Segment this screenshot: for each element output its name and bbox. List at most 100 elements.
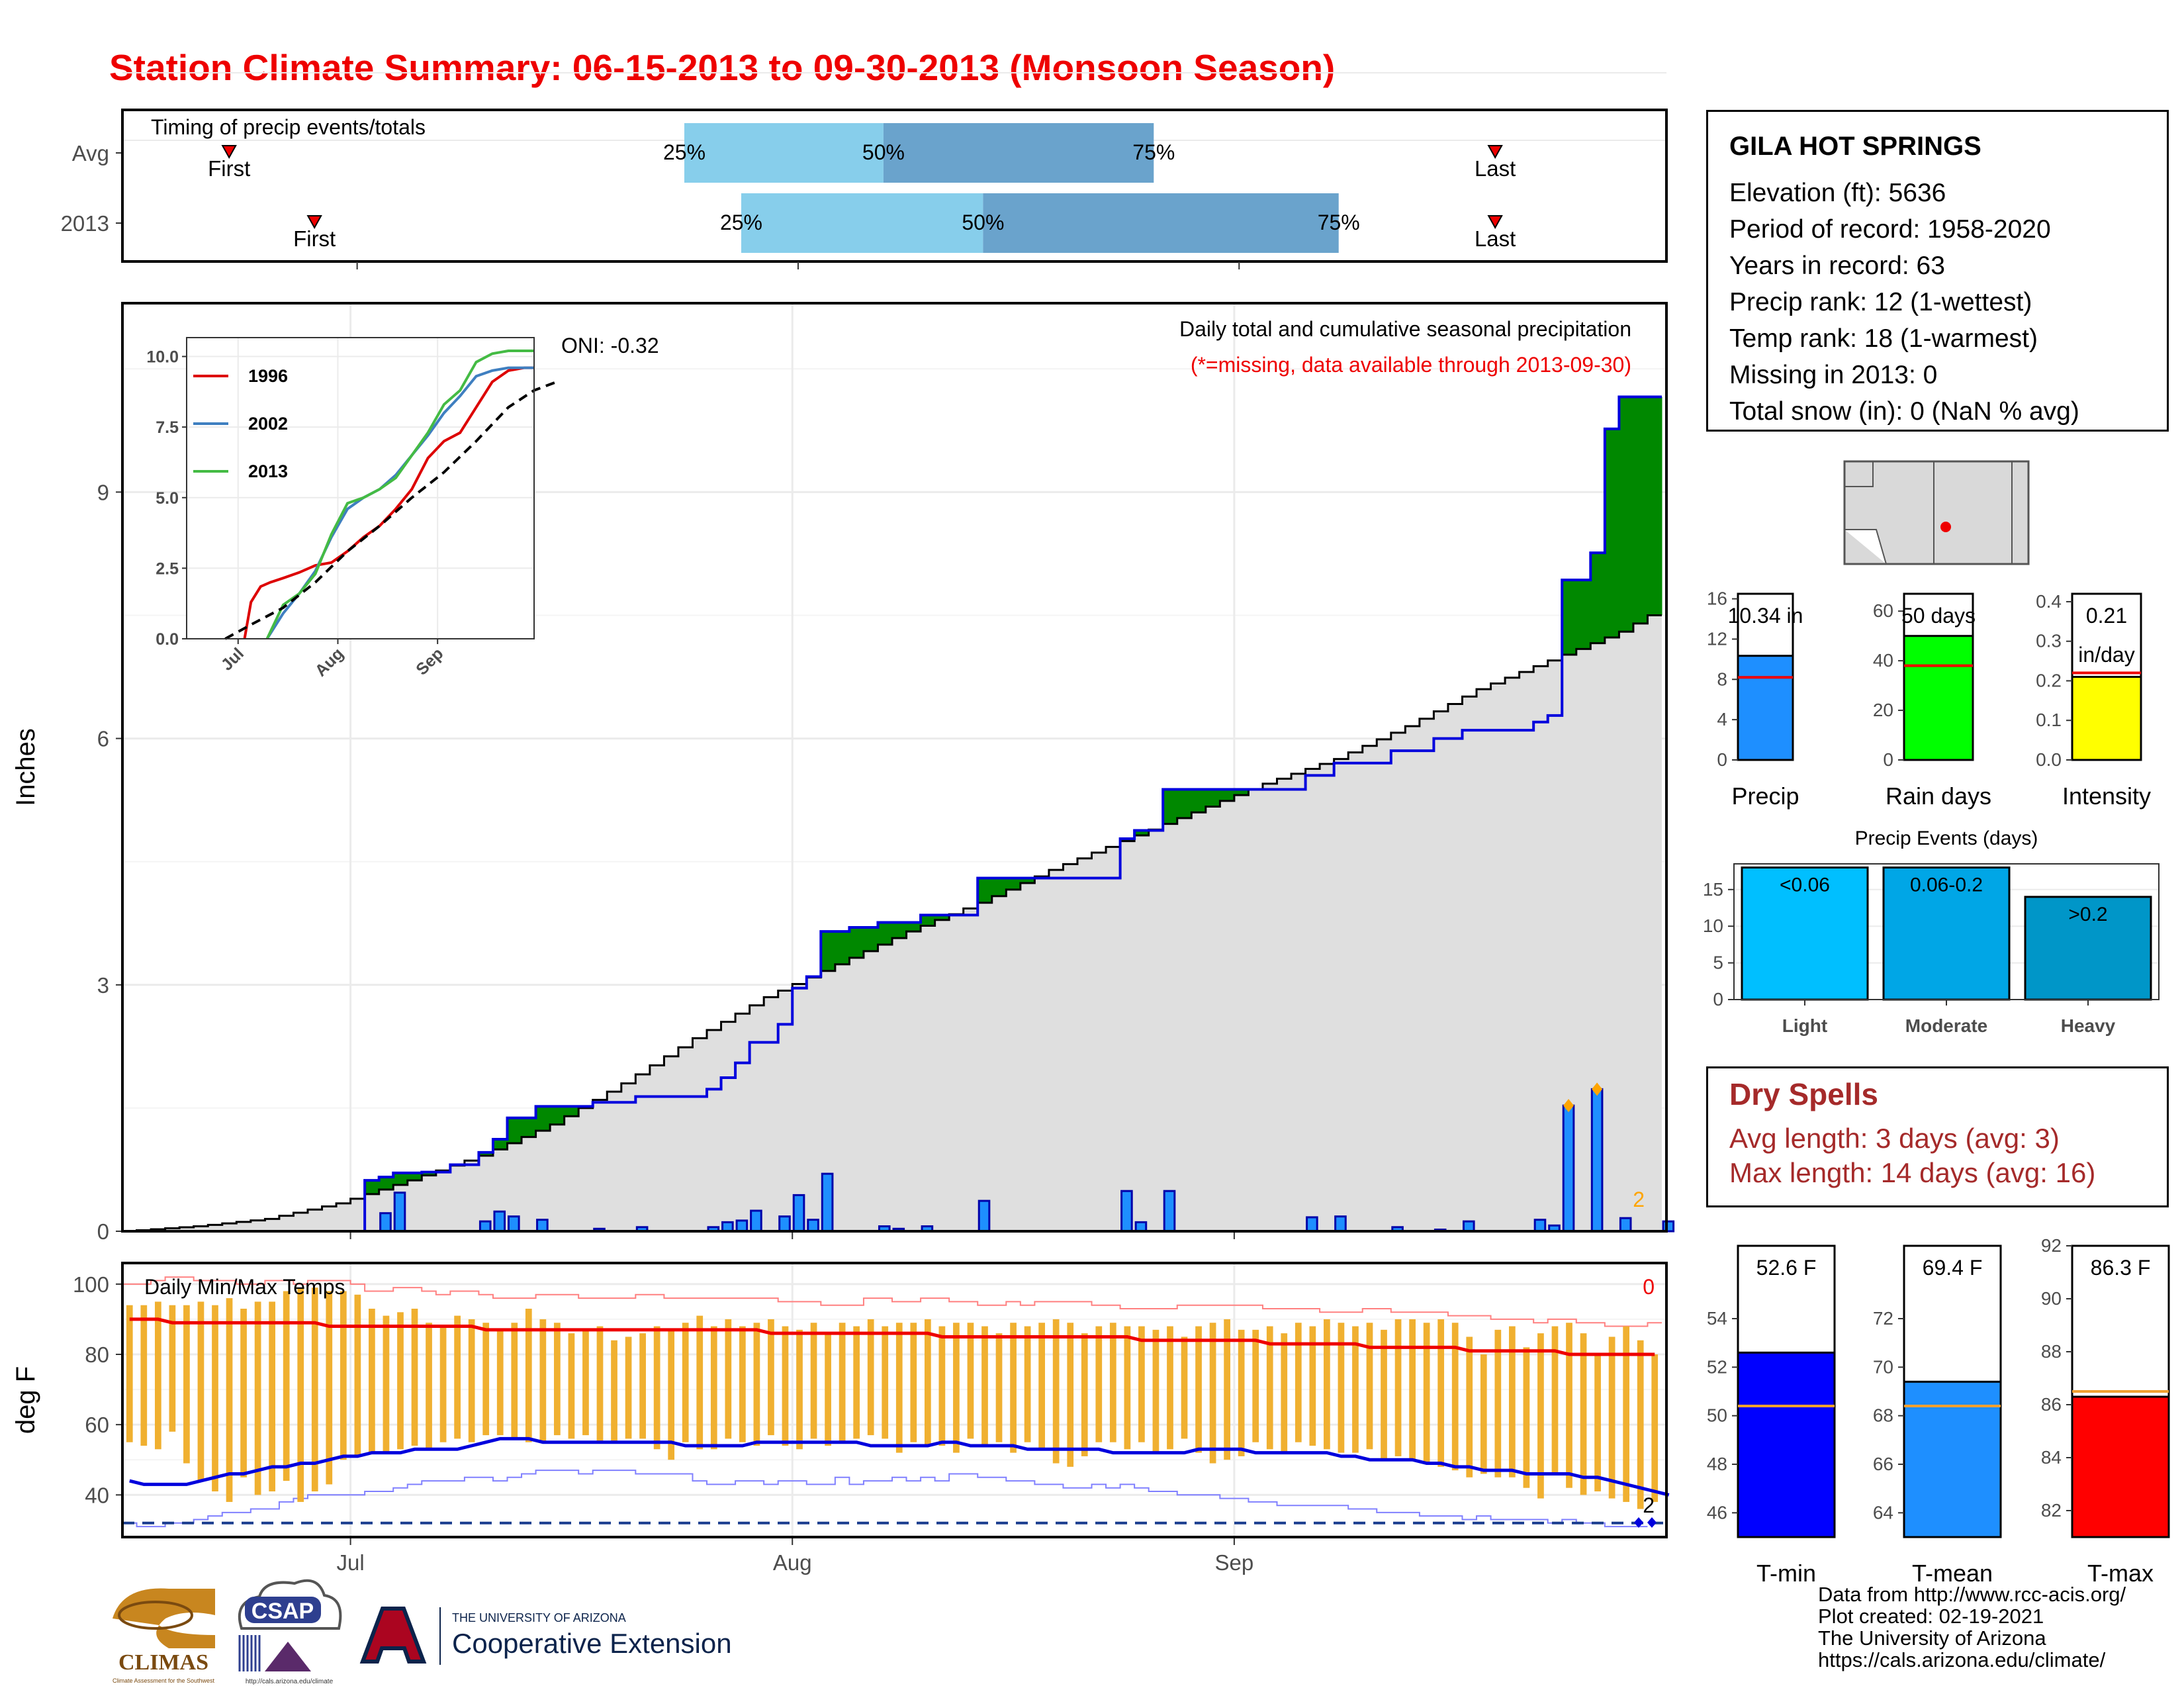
timing-category-label: Avg bbox=[72, 141, 109, 165]
summary-ytick-label: 92 bbox=[2041, 1235, 2062, 1256]
quartile-bar-lower bbox=[684, 123, 884, 183]
daily-temp-bar bbox=[582, 1329, 589, 1436]
quartile-label: 25% bbox=[720, 211, 762, 234]
daily-temp-bar bbox=[910, 1323, 917, 1442]
events-ytick-label: 10 bbox=[1703, 915, 1723, 936]
map-state-border bbox=[1844, 461, 1874, 487]
dry-spells-box: Dry Spells Avg length: 3 days (avg: 3) M… bbox=[1706, 1066, 2169, 1207]
daily-precip-bar bbox=[1462, 1220, 1475, 1233]
above-average-fill bbox=[1020, 878, 1035, 883]
missing-temp-marker bbox=[1647, 1517, 1657, 1528]
summary-ytick-label: 50 bbox=[1707, 1405, 1727, 1426]
daily-precip-bar bbox=[821, 1172, 834, 1233]
daily-temp-bar bbox=[1252, 1329, 1259, 1442]
above-average-fill bbox=[849, 927, 864, 958]
daily-max-marker bbox=[1592, 1082, 1603, 1096]
above-average-fill bbox=[1134, 830, 1150, 835]
summary-ytick-label: 86 bbox=[2041, 1394, 2062, 1415]
average-cumulative-line bbox=[122, 614, 1662, 1233]
daily-temp-bar bbox=[753, 1323, 760, 1446]
above-average-fill bbox=[1220, 789, 1235, 801]
daily-temp-bar bbox=[383, 1315, 390, 1453]
daily-temp-bar bbox=[1152, 1329, 1160, 1453]
daily-precip-bar bbox=[978, 1199, 991, 1233]
inset-ytick-label: 0.0 bbox=[156, 630, 179, 649]
precip-ytick-label: 6 bbox=[97, 727, 109, 751]
daily-temp-bar bbox=[1095, 1326, 1103, 1442]
inset-legend-label: 2013 bbox=[248, 461, 288, 481]
summary-ytick-label: 84 bbox=[2041, 1447, 2062, 1468]
dry-spells-max: Max length: 14 days (avg: 16) bbox=[1729, 1157, 2096, 1188]
daily-temp-bar bbox=[1551, 1326, 1559, 1474]
daily-precip-bar bbox=[508, 1215, 520, 1233]
daily-temp-bar bbox=[197, 1301, 205, 1481]
daily-temp-bar bbox=[1224, 1319, 1230, 1460]
events-panel-border bbox=[1733, 863, 2160, 1000]
summary-ytick-label: 54 bbox=[1707, 1308, 1727, 1329]
daily-temp-bar bbox=[169, 1305, 176, 1432]
inset-panel-bg bbox=[187, 338, 534, 639]
climas-logo-text: CLIMAS bbox=[118, 1650, 208, 1675]
above-average-fill bbox=[1604, 428, 1619, 637]
events-chart-title: Precip Events (days) bbox=[1855, 827, 2038, 849]
daily-temp-bar bbox=[568, 1333, 575, 1439]
daily-temp-bar bbox=[511, 1323, 518, 1439]
daily-temp-bar bbox=[710, 1326, 717, 1450]
daily-temp-bar bbox=[725, 1319, 732, 1439]
daily-temp-bar bbox=[882, 1326, 889, 1439]
station-missing: Missing in 2013: 0 bbox=[1729, 361, 1938, 389]
temp-ytick-label: 40 bbox=[85, 1483, 109, 1507]
daily-temp-bar bbox=[1366, 1323, 1373, 1450]
events-bar bbox=[1741, 867, 1869, 1001]
daily-temp-bar bbox=[1651, 1354, 1659, 1502]
summary-ytick-label: 60 bbox=[1873, 600, 1893, 621]
csap-logo-text: CSAP bbox=[251, 1599, 314, 1624]
station-info-box: GILA HOT SPRINGS Elevation (ft): 5636 Pe… bbox=[1706, 110, 2169, 432]
inset-ytick-label: 2.5 bbox=[156, 559, 179, 578]
summary-ytick-label: 88 bbox=[2041, 1341, 2062, 1362]
dry-spells-avg: Avg length: 3 days (avg: 3) bbox=[1729, 1123, 2060, 1154]
inset-ytick-label: 5.0 bbox=[156, 489, 179, 508]
timing-marker bbox=[1487, 215, 1503, 230]
climas-logo-subtext: Climate Assessment for the Southwest bbox=[113, 1677, 215, 1684]
footer-data-source: Data from http://www.rcc-acis.org/ bbox=[1818, 1583, 2126, 1606]
daily-temp-bar bbox=[825, 1333, 831, 1446]
temp-panel-bg bbox=[122, 1263, 1666, 1537]
daily-temp-bar bbox=[1437, 1319, 1445, 1467]
daily-temp-bar bbox=[668, 1329, 675, 1460]
summary-ytick-label: 40 bbox=[1873, 650, 1893, 671]
daily-temp-bar bbox=[867, 1319, 874, 1436]
precip-ytick-label: 9 bbox=[97, 480, 109, 504]
daily-temp-bar bbox=[696, 1315, 704, 1450]
record-max-line bbox=[122, 1276, 1662, 1327]
daily-temp-bar bbox=[1352, 1326, 1359, 1453]
quartile-bar-upper bbox=[883, 123, 1154, 183]
ua-logo-mark bbox=[359, 1607, 427, 1664]
above-average-fill bbox=[1177, 789, 1192, 818]
daily-temp-bar bbox=[1038, 1323, 1045, 1450]
daily-precip-bar bbox=[1533, 1219, 1547, 1233]
above-average-fill bbox=[863, 927, 878, 951]
summary-value-label: 0.21 bbox=[2086, 604, 2127, 628]
quartile-label: 25% bbox=[663, 140, 705, 164]
above-average-fill bbox=[991, 878, 1007, 896]
daily-temp-bar bbox=[311, 1288, 318, 1491]
above-average-fill bbox=[1163, 789, 1178, 824]
csap-badge bbox=[245, 1597, 321, 1623]
daily-temp-bar bbox=[140, 1305, 148, 1446]
timing-marker-label: Last bbox=[1475, 226, 1516, 251]
daily-temp-bar bbox=[1623, 1326, 1630, 1502]
above-average-fill bbox=[878, 922, 893, 945]
daily-temp-bar bbox=[539, 1319, 547, 1442]
daily-precip-bar bbox=[493, 1210, 506, 1233]
daily-temp-bar bbox=[1067, 1323, 1074, 1467]
summary-ytick-label: 12 bbox=[1707, 628, 1727, 649]
summary-bar bbox=[1737, 655, 1794, 761]
daily-temp-bar bbox=[1594, 1354, 1601, 1491]
summary-bar bbox=[2071, 1395, 2170, 1538]
above-average-fill bbox=[821, 931, 836, 971]
daily-temp-bar bbox=[240, 1309, 247, 1477]
daily-temp-bar bbox=[1466, 1336, 1473, 1477]
summary-ytick-label: 72 bbox=[1873, 1308, 1893, 1329]
timing-marker-label: First bbox=[208, 156, 250, 181]
